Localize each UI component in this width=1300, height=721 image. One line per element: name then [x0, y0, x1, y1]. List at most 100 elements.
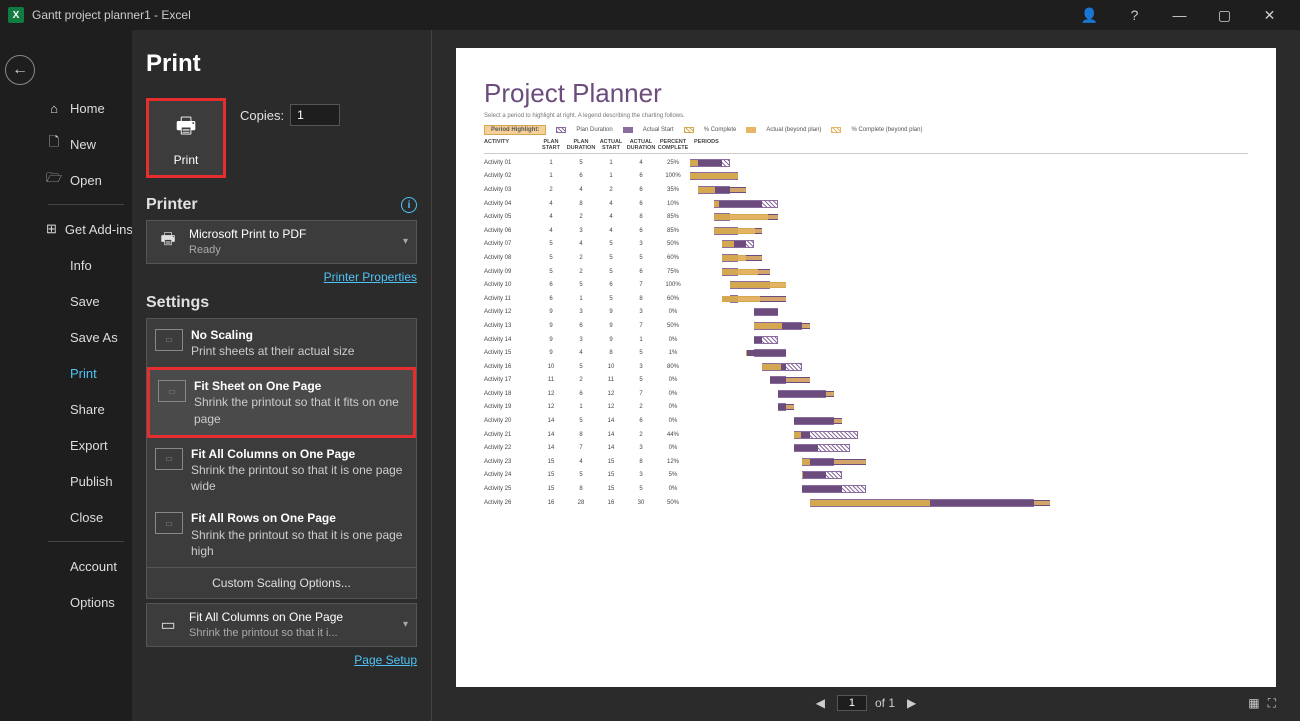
scaling-option[interactable]: ▭Fit All Rows on One PageShrink the prin… [147, 502, 416, 567]
table-row: Activity 05424885% [484, 210, 1248, 224]
sidebar-item-label: Print [70, 366, 97, 381]
table-row: Activity 06434685% [484, 224, 1248, 238]
excel-icon: X [8, 7, 24, 23]
close-button[interactable]: ✕ [1247, 0, 1292, 30]
scaling-current-sub: Shrink the printout so that it i... [189, 626, 395, 640]
sidebar-item-label: Get Add-ins [65, 222, 133, 237]
sidebar-item-share[interactable]: Share [40, 391, 132, 427]
sidebar-item-publish[interactable]: Publish [40, 463, 132, 499]
table-row: Activity 251581550% [484, 482, 1248, 496]
sidebar-item-label: Info [70, 258, 92, 273]
scaling-option-title: Fit Sheet on One Page [194, 378, 405, 394]
page-setup-link[interactable]: Page Setup [146, 653, 417, 667]
scaling-option-icon: ▭ [155, 512, 183, 534]
scaling-current-title: Fit All Columns on One Page [189, 610, 395, 626]
account-icon[interactable]: 👤 [1067, 0, 1112, 30]
zoom-to-page-icon[interactable]: ⛶ [1268, 696, 1276, 711]
sidebar-item-label: Publish [70, 474, 113, 489]
scaling-option[interactable]: ▭ No ScalingPrint sheets at their actual … [147, 319, 416, 367]
custom-scaling-option[interactable]: Custom Scaling Options... [147, 567, 416, 598]
help-icon[interactable]: ? [1112, 0, 1157, 30]
page-title: Print [146, 50, 417, 78]
sidebar-item-label: Home [70, 101, 105, 116]
table-row: Activity 201451460% [484, 414, 1248, 428]
doc-subtitle: Select a period to highlight at right. A… [484, 113, 1248, 119]
sidebar-item-label: Account [70, 559, 117, 574]
show-margins-icon[interactable]: ▦ [1248, 696, 1259, 711]
copies-label: Copies: [240, 108, 284, 123]
table-row: Activity 181261270% [484, 387, 1248, 401]
back-button[interactable]: ← [5, 55, 35, 85]
table-row: Activity 01151425% [484, 156, 1248, 170]
sidebar-item-home[interactable]: ⌂ Home [40, 90, 132, 126]
print-preview-page: Project Planner Select a period to highl… [456, 48, 1276, 687]
sidebar-item-save-as[interactable]: Save As [40, 319, 132, 355]
scaling-option-sub: Shrink the printout so that it is one pa… [191, 462, 408, 494]
sidebar-item-open[interactable]: 🗁Open [40, 162, 132, 198]
scaling-menu: ▭ No ScalingPrint sheets at their actual … [146, 318, 417, 599]
sidebar-icon: ⊞ [46, 221, 57, 237]
printer-ready-icon: 🖶 [155, 229, 181, 255]
table-row: Activity 1610510380% [484, 360, 1248, 374]
scaling-icon: ▭ [155, 612, 181, 638]
sidebar-item-close[interactable]: Close [40, 499, 132, 535]
chevron-down-icon: ▾ [403, 619, 408, 630]
window-title: Gantt project planner1 - Excel [32, 8, 191, 22]
printer-dropdown[interactable]: 🖶 Microsoft Print to PDF Ready ▾ [146, 220, 417, 264]
sidebar-item-print[interactable]: Print [40, 355, 132, 391]
printer-status: Ready [189, 243, 395, 257]
table-row: Activity 106567100% [484, 278, 1248, 292]
sidebar-item-label: Export [70, 438, 108, 453]
sidebar-item-label: Close [70, 510, 103, 525]
maximize-button[interactable]: ▢ [1202, 0, 1247, 30]
scaling-option[interactable]: ▭Fit All Columns on One PageShrink the p… [147, 438, 416, 503]
scaling-option-icon: ▭ [158, 380, 186, 402]
sidebar-item-label: Share [70, 402, 105, 417]
scaling-option-title: Fit All Columns on One Page [191, 446, 408, 462]
table-row: Activity 2315415812% [484, 455, 1248, 469]
sidebar-item-new[interactable]: 🗋 New [40, 126, 132, 162]
table-row: Activity 191211220% [484, 401, 1248, 415]
page-input[interactable] [837, 695, 867, 711]
scaling-option-sub: Print sheets at their actual size [191, 343, 354, 359]
table-header: ACTIVITYPLAN STARTPLAN DURATIONACTUAL ST… [484, 139, 1248, 154]
scaling-dropdown[interactable]: ▭ Fit All Columns on One Page Shrink the… [146, 603, 417, 647]
scaling-option-title: Fit All Rows on One Page [191, 510, 408, 526]
table-row: Activity 03242635% [484, 183, 1248, 197]
sidebar-item-save[interactable]: Save [40, 283, 132, 319]
info-icon[interactable]: i [401, 197, 417, 213]
scaling-option[interactable]: ▭ Fit Sheet on One PageShrink the printou… [147, 367, 416, 438]
column-header: ACTUAL START [596, 139, 626, 151]
scaling-option-sub: Shrink the printout so that it fits on o… [194, 394, 405, 426]
prev-page-button[interactable]: ◀ [812, 696, 829, 710]
minimize-button[interactable]: — [1157, 0, 1202, 30]
settings-heading: Settings [146, 294, 209, 312]
table-row: Activity 1594851% [484, 346, 1248, 360]
sidebar-item-label: Save As [70, 330, 118, 345]
copies-input[interactable] [290, 104, 340, 126]
sidebar-icon: ⌂ [46, 100, 62, 116]
sidebar-icon: 🗋 [46, 136, 62, 152]
sidebar-item-label: Save [70, 294, 100, 309]
table-row: Activity 1293930% [484, 306, 1248, 320]
table-row: Activity 1493910% [484, 333, 1248, 347]
chevron-down-icon: ▾ [403, 236, 408, 247]
sidebar-item-account[interactable]: Account [40, 548, 132, 584]
sidebar-item-label: New [70, 137, 96, 152]
printer-name: Microsoft Print to PDF [189, 227, 395, 243]
sidebar-item-get-add-ins[interactable]: ⊞ Get Add-ins [40, 211, 132, 247]
sidebar-item-export[interactable]: Export [40, 427, 132, 463]
print-button[interactable]: 🖶 Print [146, 98, 226, 178]
table-row: Activity 241551535% [484, 469, 1248, 483]
pager: ◀ of 1 ▶ ▦ ⛶ [456, 689, 1276, 717]
scaling-option-icon: ▭ [155, 329, 183, 351]
table-row: Activity 261628163050% [484, 496, 1248, 510]
printer-heading: Printer [146, 196, 198, 214]
sidebar-item-options[interactable]: Options [40, 584, 132, 620]
printer-properties-link[interactable]: Printer Properties [146, 270, 417, 284]
column-header: ACTUAL DURATION [626, 139, 656, 151]
next-page-button[interactable]: ▶ [903, 696, 920, 710]
legend: Period Highlight:Plan DurationActual Sta… [484, 125, 1248, 135]
scaling-option-title: No Scaling [191, 327, 354, 343]
sidebar-item-info[interactable]: Info [40, 247, 132, 283]
